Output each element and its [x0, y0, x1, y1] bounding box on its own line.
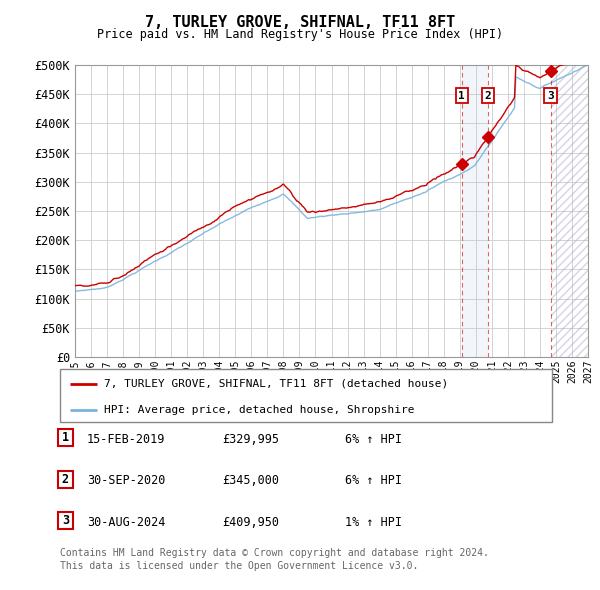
Text: £409,950: £409,950	[222, 516, 279, 529]
Text: Price paid vs. HM Land Registry's House Price Index (HPI): Price paid vs. HM Land Registry's House …	[97, 28, 503, 41]
Text: £329,995: £329,995	[222, 433, 279, 446]
Text: 6% ↑ HPI: 6% ↑ HPI	[345, 474, 402, 487]
Text: 6% ↑ HPI: 6% ↑ HPI	[345, 433, 402, 446]
Text: 3: 3	[62, 514, 69, 527]
Text: 3: 3	[547, 91, 554, 100]
Text: 1% ↑ HPI: 1% ↑ HPI	[345, 516, 402, 529]
Text: Contains HM Land Registry data © Crown copyright and database right 2024.: Contains HM Land Registry data © Crown c…	[60, 548, 489, 558]
Text: 1: 1	[458, 91, 465, 100]
Text: 2: 2	[62, 473, 69, 486]
Text: £345,000: £345,000	[222, 474, 279, 487]
Text: HPI: Average price, detached house, Shropshire: HPI: Average price, detached house, Shro…	[104, 405, 415, 415]
FancyBboxPatch shape	[58, 471, 73, 487]
Bar	[551, 65, 588, 357]
Text: 15-FEB-2019: 15-FEB-2019	[87, 433, 166, 446]
Text: 30-AUG-2024: 30-AUG-2024	[87, 516, 166, 529]
FancyBboxPatch shape	[60, 369, 552, 422]
Text: 1: 1	[62, 431, 69, 444]
Bar	[551, 65, 588, 357]
Text: 7, TURLEY GROVE, SHIFNAL, TF11 8FT: 7, TURLEY GROVE, SHIFNAL, TF11 8FT	[145, 15, 455, 30]
Text: 30-SEP-2020: 30-SEP-2020	[87, 474, 166, 487]
Text: This data is licensed under the Open Government Licence v3.0.: This data is licensed under the Open Gov…	[60, 561, 418, 571]
Bar	[461, 65, 488, 357]
Text: 7, TURLEY GROVE, SHIFNAL, TF11 8FT (detached house): 7, TURLEY GROVE, SHIFNAL, TF11 8FT (deta…	[104, 379, 449, 389]
FancyBboxPatch shape	[58, 512, 73, 529]
FancyBboxPatch shape	[58, 430, 73, 446]
Text: 2: 2	[484, 91, 491, 100]
